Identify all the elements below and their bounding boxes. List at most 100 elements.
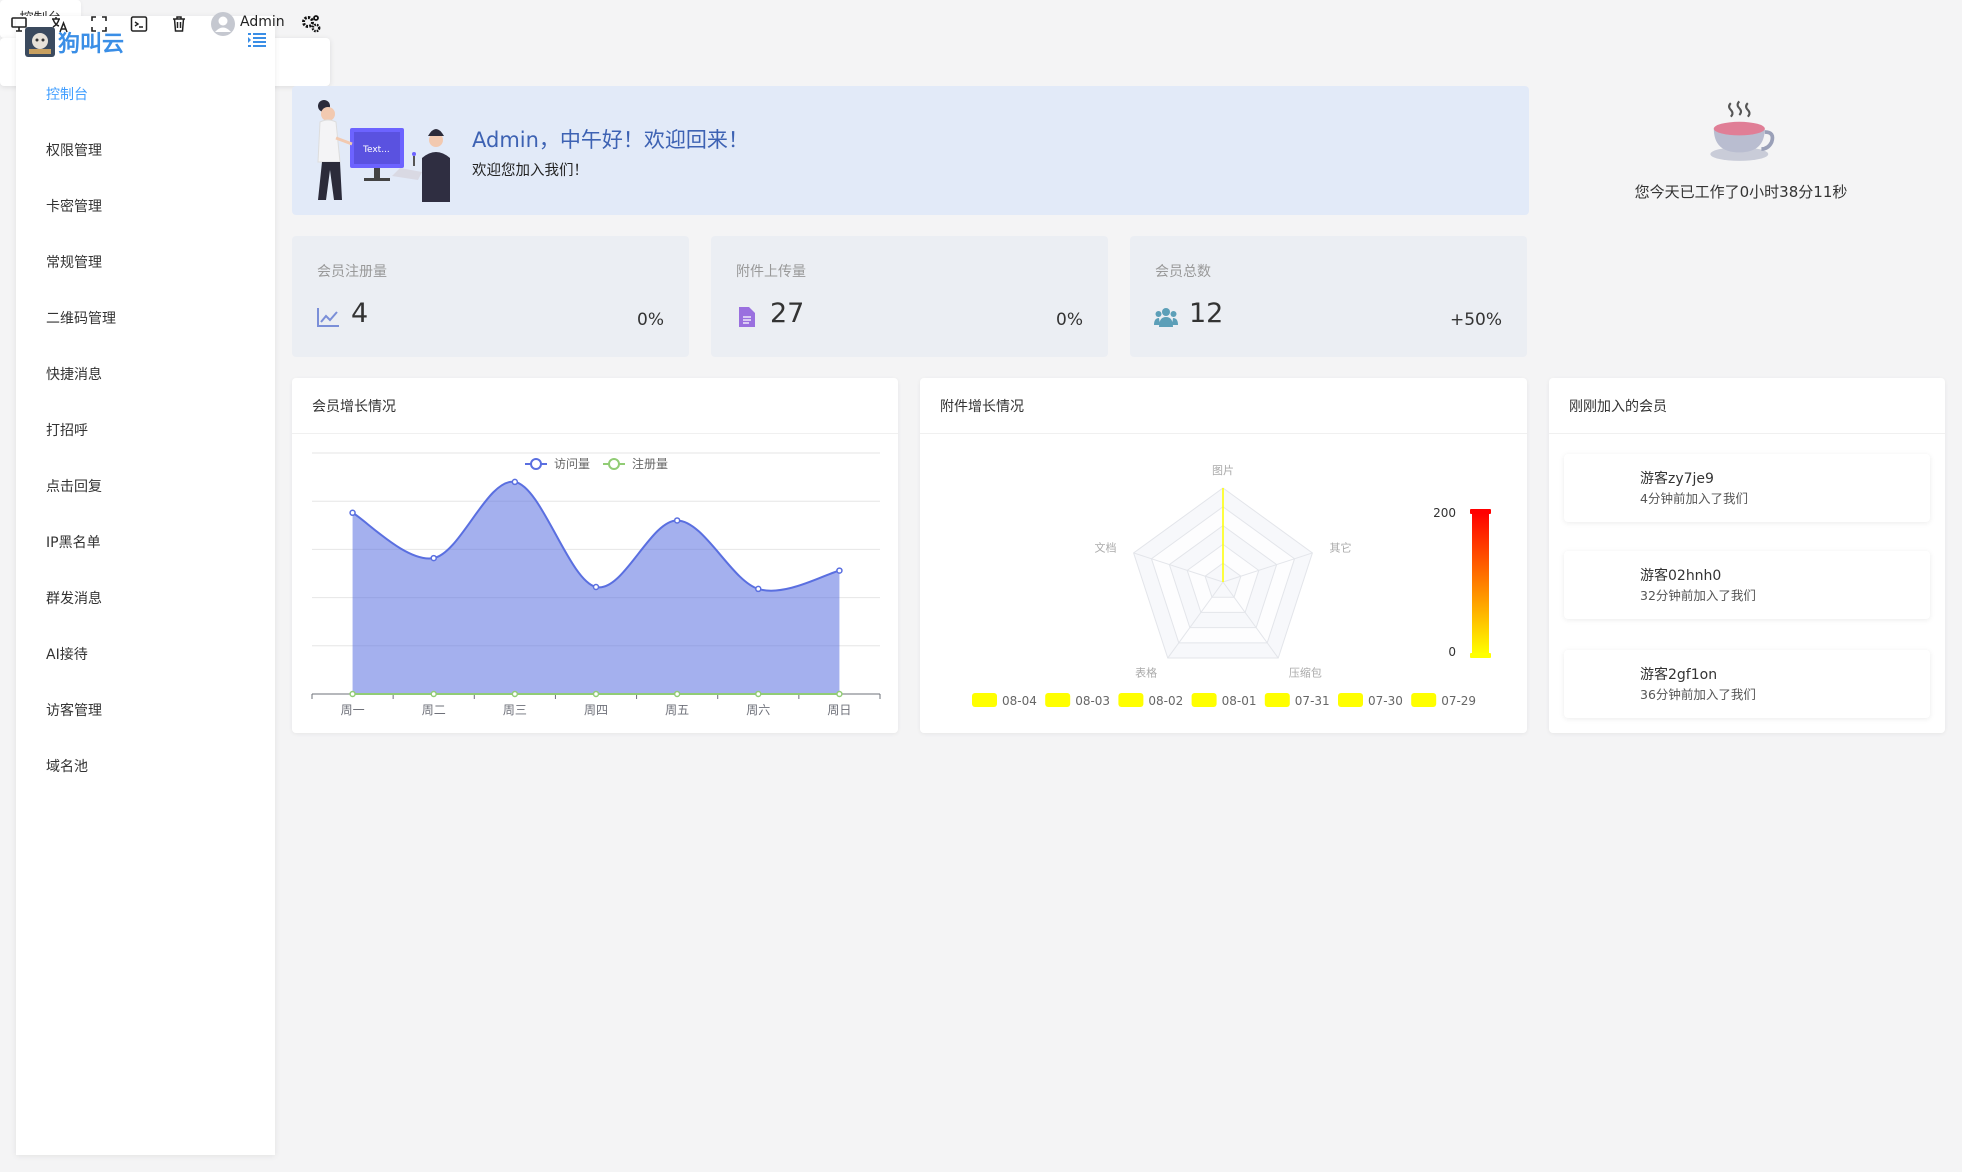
user-avatar-part [218, 16, 228, 26]
data-point [349, 509, 356, 517]
legend-label[interactable]: 08-01 [1222, 694, 1257, 708]
clear-cache-icon[interactable] [170, 15, 188, 33]
menu-label: 控制台 [46, 87, 88, 103]
visual-map-handle[interactable] [1470, 509, 1491, 514]
stat-icon-part [743, 316, 751, 324]
stat-change: 0% [637, 310, 664, 330]
welcome-illustration-part [412, 152, 416, 156]
menu-item[interactable]: 快捷消息 [16, 359, 275, 389]
radar-axis [1222, 581, 1279, 659]
legend-swatch[interactable] [1338, 693, 1363, 707]
x-tick-label: 周三 [503, 703, 527, 717]
menu-label: IP黑名单 [46, 535, 101, 551]
data-point [349, 690, 356, 698]
legend-swatch[interactable] [1411, 693, 1437, 707]
legend-label[interactable]: 08-02 [1148, 694, 1183, 708]
stat-label: 附件上传量 [736, 264, 806, 280]
collapse-button-part [248, 37, 251, 43]
legend-label: 注册量 [632, 456, 668, 471]
welcome-illustration-part [317, 119, 341, 163]
radar-axis [1222, 552, 1313, 583]
legend-label: 访问量 [554, 457, 590, 471]
terminal-icon-part [134, 21, 143, 28]
stat-value: 4 [351, 298, 369, 329]
stat-icon-part [320, 311, 338, 323]
translate-icon[interactable] [50, 15, 68, 33]
legend-swatch[interactable] [1191, 693, 1217, 707]
menu-item[interactable]: 控制台 [16, 79, 275, 109]
indicator-label: 文档 [1094, 540, 1116, 554]
welcome-illustration-part [321, 107, 335, 121]
settings-icon-part [302, 16, 314, 28]
member-time: 36分钟前加入了我们 [1640, 687, 1756, 702]
legend-label[interactable]: 08-04 [1002, 694, 1037, 708]
legend-swatch[interactable] [1118, 693, 1144, 707]
menu-item[interactable]: 群发消息 [16, 583, 275, 613]
settings-icon[interactable] [301, 14, 321, 34]
visual-map-label: 0 [1448, 645, 1456, 659]
stat-icon-part [1159, 317, 1173, 327]
member-item[interactable]: 游客zy7je9 4分钟前加入了我们 [1564, 454, 1930, 522]
radar-axis [1167, 581, 1224, 659]
screen-icon-part [11, 17, 27, 28]
stat-value: 27 [770, 298, 805, 329]
indicator-label: 压缩包 [1289, 667, 1322, 680]
stat-change: +50% [1449, 310, 1502, 330]
menu-label: 点击回复 [46, 479, 102, 495]
stat-icon-part [317, 308, 339, 327]
x-tick-label: 周日 [827, 703, 851, 717]
screen-icon-part [16, 27, 22, 32]
legend-label[interactable]: 08-03 [1075, 694, 1110, 708]
work-time-icon [1708, 99, 1775, 163]
member-item[interactable]: 游客02hnh0 32分钟前加入了我们 [1564, 551, 1930, 619]
member-item[interactable]: 游客2gf1on 36分钟前加入了我们 [1564, 650, 1930, 718]
data-point [836, 567, 843, 574]
card-divider [1549, 433, 1945, 434]
menu-item[interactable]: IP黑名单 [16, 527, 275, 557]
user-avatar[interactable] [211, 12, 235, 36]
menu-item[interactable]: AI接待 [16, 639, 275, 669]
legend-swatch[interactable] [972, 693, 997, 707]
stat-card: 会员总数 12 +50% [1130, 236, 1527, 357]
user-name[interactable]: Admin [240, 14, 285, 30]
data-point [430, 554, 437, 562]
menu-item[interactable]: 二维码管理 [16, 303, 275, 333]
menu-label: 常规管理 [46, 255, 102, 271]
collapse-button-part [253, 45, 266, 47]
screen-icon[interactable] [10, 15, 28, 33]
menu-item[interactable]: 域名池 [16, 751, 275, 781]
legend-label[interactable]: 07-30 [1368, 694, 1403, 708]
terminal-icon[interactable] [130, 15, 148, 33]
menu-item[interactable]: 打招呼 [16, 415, 275, 445]
member-time: 32分钟前加入了我们 [1640, 588, 1756, 603]
legend-swatch[interactable] [1045, 693, 1071, 707]
settings-icon-part [311, 23, 321, 33]
menu-label: 快捷消息 [46, 367, 102, 383]
menu-item[interactable]: 卡密管理 [16, 191, 275, 221]
member-time: 4分钟前加入了我们 [1640, 491, 1748, 506]
legend-swatch[interactable] [1264, 693, 1290, 707]
menu-item[interactable]: 访客管理 [16, 695, 275, 725]
card-divider [292, 433, 898, 434]
stat-value: 12 [1189, 298, 1224, 329]
data-point [511, 690, 519, 698]
attachment-growth-card: 附件增长情况 图片 其它 压缩包 表格 文档 200 0 08-04 08-03 08-02 08-… [920, 378, 1527, 733]
legend-label[interactable]: 07-31 [1295, 694, 1330, 708]
legend-label[interactable]: 07-29 [1441, 694, 1476, 708]
welcome-illustration-part [374, 168, 380, 178]
fullscreen-icon[interactable] [90, 15, 108, 33]
data-point [836, 690, 843, 698]
collapse-button-part [248, 45, 251, 47]
menu-label: 二维码管理 [46, 311, 116, 327]
welcome-illustration: Text... [317, 100, 450, 202]
menu-item[interactable]: 权限管理 [16, 135, 275, 165]
visual-map-handle[interactable] [1470, 653, 1491, 658]
radar-axis [1133, 552, 1224, 583]
work-time-icon-part [1708, 99, 1775, 163]
x-tick-label: 周二 [422, 703, 446, 717]
menu-item[interactable]: 点击回复 [16, 471, 275, 501]
menu-item[interactable]: 常规管理 [16, 247, 275, 277]
collapse-button[interactable] [248, 32, 266, 48]
legend-symbol [608, 458, 620, 470]
